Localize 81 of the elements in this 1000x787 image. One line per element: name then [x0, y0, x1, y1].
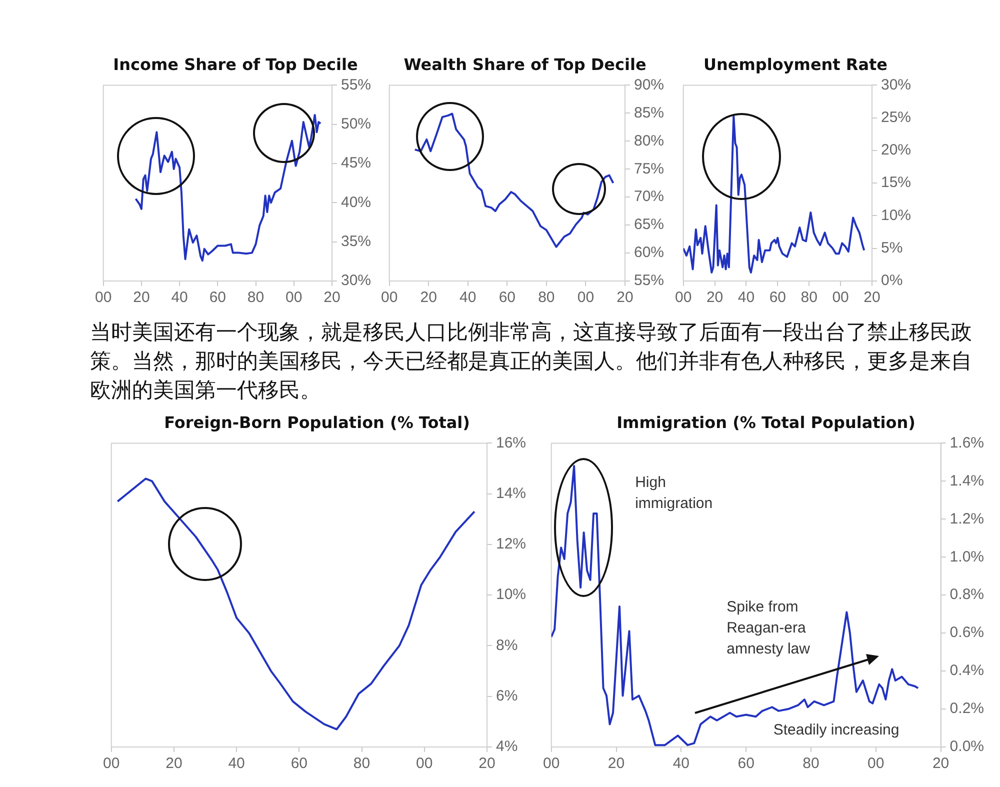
y-tick-label: 20% — [880, 142, 912, 159]
y-tick-label: 35% — [340, 232, 372, 250]
y-tick-label: 0.2% — [950, 700, 984, 718]
x-tick-label: 60 — [498, 289, 516, 306]
y-tick-label: 90% — [634, 76, 664, 94]
x-tick-label: 00 — [381, 289, 398, 306]
x-tick-label: 40 — [228, 755, 245, 772]
y-tick-label: 1.4% — [950, 472, 984, 490]
y-tick-label: 45% — [340, 154, 372, 172]
x-tick-label: 00 — [543, 755, 560, 772]
y-tick-label: 55% — [634, 272, 664, 290]
x-tick-label: 60 — [209, 289, 226, 306]
y-tick-label: 55% — [340, 76, 372, 94]
y-tick-label: 0% — [880, 272, 903, 290]
chart-title: Wealth Share of Top Decile — [404, 54, 646, 74]
y-tick-label: 15% — [880, 174, 912, 192]
y-tick-label: 40% — [340, 194, 372, 211]
chart-title: Income Share of Top Decile — [113, 54, 358, 74]
y-tick-label: 50% — [340, 116, 372, 132]
x-tick-label: 60 — [738, 755, 754, 772]
y-tick-label: 70% — [634, 188, 664, 206]
x-tick-label: 00 — [675, 289, 692, 306]
y-tick-label: 60% — [634, 244, 664, 262]
annotation: High immigration — [635, 474, 713, 512]
y-tick-label: 1.6% — [950, 434, 984, 452]
x-tick-label: 60 — [769, 289, 786, 306]
y-tick-label: 65% — [634, 216, 664, 234]
y-tick-label: 30% — [340, 272, 372, 290]
x-tick-label: 20 — [608, 755, 625, 772]
x-tick-label: 40 — [738, 289, 755, 306]
x-tick-label: 20 — [133, 289, 150, 306]
x-tick-label: 40 — [171, 289, 188, 306]
chart-title: Immigration (% Total Population) — [616, 412, 916, 432]
x-tick-label: 40 — [672, 755, 690, 772]
x-tick-label: 20 — [932, 755, 950, 772]
x-tick-label: 80 — [353, 755, 370, 772]
x-tick-label: 40 — [460, 289, 476, 306]
x-tick-label: 20 — [706, 289, 724, 306]
x-tick-label: 60 — [290, 755, 308, 772]
chart-title: Foreign-Born Population (% Total) — [164, 412, 470, 432]
y-tick-label: 0.6% — [950, 624, 984, 642]
x-tick-label: 80 — [247, 289, 264, 306]
y-tick-label: 1.0% — [950, 548, 984, 566]
chart-title: Unemployment Rate — [703, 54, 888, 74]
x-tick-label: 20 — [166, 755, 182, 772]
x-tick-label: 20 — [324, 289, 340, 306]
x-tick-label: 20 — [616, 289, 634, 306]
x-tick-label: 00 — [95, 289, 112, 306]
x-tick-label: 00 — [416, 755, 433, 772]
x-tick-label: 00 — [286, 289, 302, 306]
x-tick-label: 20 — [420, 289, 437, 306]
y-tick-label: 0.4% — [950, 662, 984, 680]
x-tick-label: 20 — [478, 755, 496, 772]
y-tick-label: 80% — [634, 132, 664, 150]
y-tick-label: 16% — [496, 434, 526, 452]
text: 当时美国还有一个现象，就是移民人口比例非常高，这直接导致了后面有一段出台了禁止移民政策。当然，那时的美国移民，今天已经都是真正的美国人。他们并非有色人种移民，更多是来自欧洲的美国第一代移民。 — [90, 319, 973, 404]
y-tick-label: 0.0% — [950, 738, 984, 756]
y-tick-label: 10% — [496, 586, 526, 604]
x-tick-label: 00 — [577, 289, 594, 306]
x-tick-label: 00 — [103, 755, 120, 772]
x-tick-label: 80 — [802, 755, 820, 772]
x-tick-label: 80 — [800, 289, 818, 306]
annotation: Spike from Reagan-era amnesty law — [726, 598, 810, 658]
y-tick-label: 1.2% — [950, 510, 984, 528]
y-tick-label: 6% — [496, 688, 518, 705]
x-tick-label: 00 — [832, 289, 849, 306]
y-tick-label: 10% — [880, 206, 912, 224]
annotation: Steadily increasing — [773, 721, 900, 738]
x-tick-label: 20 — [864, 289, 880, 306]
x-tick-label: 80 — [538, 289, 555, 306]
y-tick-label: 30% — [880, 76, 912, 94]
y-tick-label: 0.8% — [950, 586, 984, 604]
y-tick-label: 12% — [496, 536, 526, 553]
y-tick-label: 8% — [496, 636, 518, 654]
y-tick-label: 5% — [880, 240, 903, 257]
y-tick-label: 25% — [880, 108, 912, 126]
x-tick-label: 00 — [868, 755, 884, 772]
y-tick-label: 4% — [496, 738, 518, 756]
y-tick-label: 85% — [634, 104, 664, 122]
y-tick-label: 14% — [496, 484, 526, 502]
y-tick-label: 75% — [634, 160, 664, 178]
